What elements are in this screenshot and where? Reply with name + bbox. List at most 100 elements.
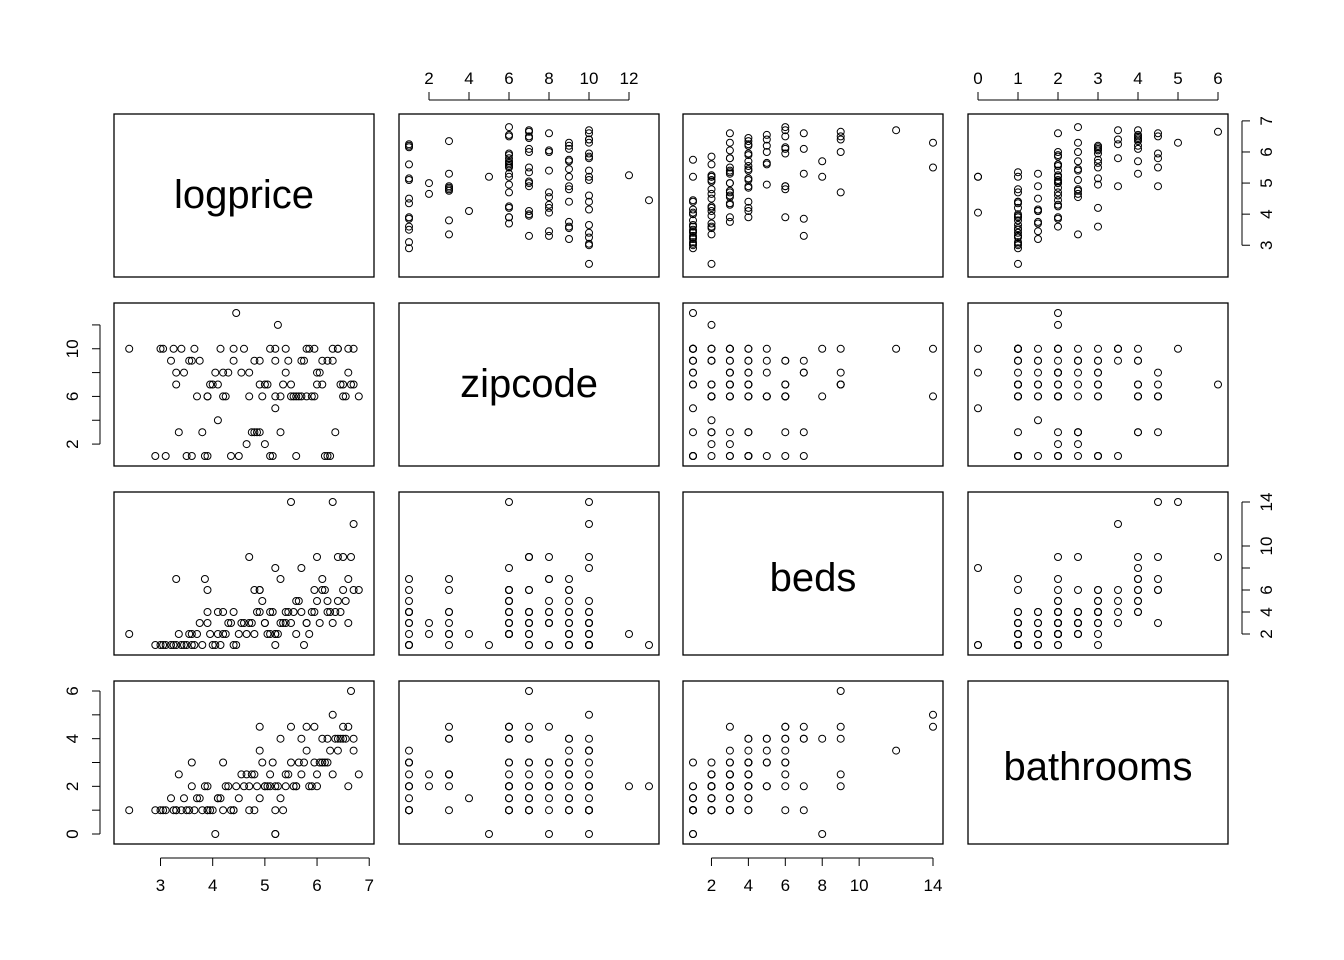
panel-frame [967,302,1229,467]
matrix-panels [113,113,1229,845]
scatter-point [707,176,716,184]
scatter-point [505,782,513,791]
scatter-point [565,222,573,231]
scatter-point [725,166,734,175]
scatter-point [180,794,188,803]
scatter-point [744,746,753,755]
scatter-point [565,794,573,803]
panel-frame [967,113,1229,278]
scatter-point [974,404,982,413]
panel-logprice-vs-logprice [113,113,375,278]
scatter-point [253,782,261,791]
scatter-point [1074,356,1082,365]
scatter-point [545,608,553,616]
scatter-point [318,758,327,767]
scatter-point [323,356,332,365]
tick-label: 4 [744,876,753,895]
scatter-point [505,149,513,158]
scatter-point [1114,135,1122,144]
scatter-point [177,806,186,815]
scatter-point [707,782,716,791]
scatter-point [505,770,513,779]
x-axis-zipcode: 2 4 6 8 10 12 [424,69,639,101]
scatter-point [1114,356,1122,365]
tick-label: 10 [1257,537,1276,556]
scatter-point [689,244,697,253]
scatter-point [1074,193,1082,202]
scatter-point [1134,126,1142,135]
scatter-point [305,630,314,638]
tick-label: 12 [620,69,639,88]
scatter-point [1014,452,1022,460]
diag-label-zipcode: zipcode [460,362,598,406]
scatter-point [344,368,353,377]
scatter-point [313,597,321,605]
scatter-point [1094,380,1102,389]
scatter-point [1014,185,1022,194]
tick-label: 5 [1257,178,1276,187]
scatter-point [310,758,319,767]
scatter-point [276,392,285,401]
scatter-point [1154,619,1162,627]
scatter-point [585,172,593,181]
scatter-point [505,586,513,594]
scatter-point [284,608,293,616]
scatter-point [725,217,734,226]
scatter-point [505,219,513,228]
scatter-point [221,782,230,791]
scatter-point [292,782,301,791]
scatter-point [1014,380,1022,389]
scatter-point [525,782,533,791]
scatter-point [565,630,573,638]
scatter-point [1034,368,1042,377]
scatter-point [525,177,533,186]
scatter-point [1034,608,1042,616]
panel-bathrooms-vs-beds [682,680,944,845]
scatter-point [565,172,573,181]
scatter-point [505,188,513,197]
scatter-point [294,392,303,401]
scatter-point [1074,368,1082,377]
matrix-axes: 2 4 6 8 10 12 0 1 2 3 4 5 63 4 5 6 7 2 4 6 8 10 14261002463456… [63,69,1276,895]
scatter-point [281,344,290,353]
scatter-point [1014,641,1022,649]
scatter-point [1114,126,1122,135]
scatter-point [213,416,222,425]
scatter-point [195,794,204,803]
scatter-point [585,239,593,248]
scatter-point [762,344,771,353]
scatter-point [1014,188,1022,197]
scatter-point [565,782,573,791]
scatter-point [234,794,243,803]
scatter-point [1214,127,1222,136]
scatter-point [1054,320,1062,329]
scatter-point [1054,171,1062,180]
scatter-point [349,586,358,594]
scatter-point [169,641,178,649]
scatter-point [799,806,808,815]
scatter-point [565,746,573,755]
scatter-point [836,722,845,731]
scatter-point [203,608,212,616]
scatter-point [565,165,573,174]
scatter-point [297,770,306,779]
scatter-point [744,213,753,222]
scatter-point [271,404,280,413]
scatter-point [341,734,350,743]
scatter-point [545,597,553,605]
scatter-point [255,428,264,437]
scatter-point [744,758,753,767]
scatter-point [1054,162,1062,170]
scatter-point [1054,176,1062,184]
scatter-point [445,782,453,791]
scatter-point [281,782,290,791]
scatter-point [689,205,697,214]
scatter-point [585,135,593,144]
scatter-point [187,782,196,791]
scatter-point [585,498,593,506]
tick-label: 4 [1257,209,1276,218]
scatter-point [323,758,332,767]
scatter-point [505,794,513,803]
panel-frame [682,302,944,467]
scatter-point [250,428,259,437]
